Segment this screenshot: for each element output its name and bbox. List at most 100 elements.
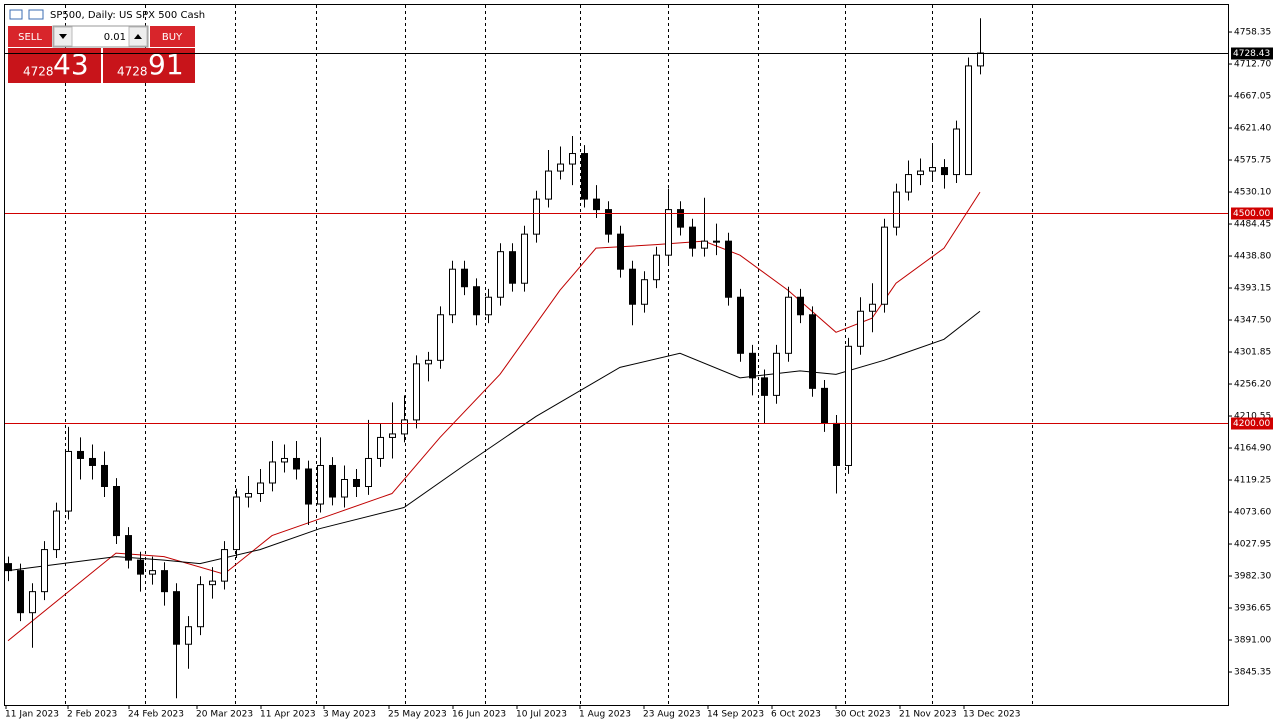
y-tick-label: 4575.75 <box>1234 156 1271 166</box>
x-tick-label: 16 Jun 2023 <box>452 710 506 720</box>
candle-body <box>677 209 684 228</box>
bid-main: 4728 <box>23 65 54 79</box>
x-tick-label: 2 Feb 2023 <box>67 710 117 720</box>
candle-body <box>605 209 612 235</box>
x-tick-label: 24 Feb 2023 <box>128 710 184 720</box>
candle-body <box>269 461 276 484</box>
level-label: 4500.00 <box>1233 209 1270 219</box>
candle-body <box>665 209 672 256</box>
candle-body <box>893 191 900 228</box>
x-tick-label: 20 Mar 2023 <box>196 710 253 720</box>
plot-frame <box>4 4 1229 706</box>
candle-body <box>89 457 96 466</box>
candle-body <box>569 153 576 165</box>
y-tick-label: 4073.60 <box>1234 508 1271 518</box>
candle-body <box>809 314 816 389</box>
candle-body <box>545 170 552 200</box>
candle-body <box>257 482 264 495</box>
x-tick-label: 3 May 2023 <box>323 710 376 720</box>
candle-body <box>317 464 324 505</box>
x-tick-label: 6 Oct 2023 <box>771 710 821 720</box>
up-arrow <box>134 34 142 39</box>
sell-button[interactable] <box>8 26 52 47</box>
y-tick-label: 4758.35 <box>1234 28 1271 38</box>
candle-body <box>521 233 528 284</box>
candle-body <box>965 65 972 176</box>
y-tick-label: 4256.20 <box>1234 380 1271 390</box>
candle-body <box>485 296 492 316</box>
y-tick-label: 3982.30 <box>1234 572 1271 582</box>
x-tick-label: 11 Apr 2023 <box>260 710 316 720</box>
candle-body <box>773 352 780 396</box>
candle-body <box>221 549 228 582</box>
candle-body <box>329 464 336 498</box>
candle-body <box>389 433 396 438</box>
x-tick-label: 14 Sep 2023 <box>707 710 764 720</box>
volume-input[interactable] <box>52 25 149 48</box>
candle-body <box>461 268 468 288</box>
candle-body <box>941 167 948 176</box>
y-tick-label: 4347.50 <box>1234 316 1271 326</box>
candle-body <box>953 128 960 176</box>
candle-body <box>293 457 300 470</box>
candle-body <box>629 268 636 305</box>
sell-label: SELL <box>18 32 42 43</box>
candle-body <box>905 174 912 193</box>
candle-body <box>725 240 732 298</box>
candle-body <box>137 559 144 575</box>
candle-body <box>125 535 132 561</box>
candle-body <box>65 450 72 512</box>
candle-body <box>29 591 36 614</box>
y-tick-label: 4164.90 <box>1234 444 1271 454</box>
candle-body <box>701 240 708 249</box>
y-tick-label: 4712.70 <box>1234 60 1271 70</box>
down-arrow <box>59 34 67 39</box>
candle-body <box>17 570 24 614</box>
y-tick-label: 4438.80 <box>1234 252 1271 262</box>
candle-body <box>497 251 504 298</box>
chart-icons <box>9 9 44 20</box>
buy-button[interactable] <box>150 26 195 47</box>
candle-body <box>785 296 792 354</box>
candle-body <box>845 345 852 466</box>
candle-body <box>857 310 864 347</box>
level-label: 4728.43 <box>1233 49 1270 59</box>
candle-body <box>113 486 120 537</box>
ask-pips: 91 <box>148 48 184 81</box>
level-label-bg <box>1231 207 1273 220</box>
candle-body <box>617 233 624 270</box>
x-tick-label: 1 Aug 2023 <box>579 710 631 720</box>
x-tick-label: 25 May 2023 <box>388 710 447 720</box>
y-tick-label: 4621.40 <box>1234 124 1271 134</box>
x-tick-label: 10 Jul 2023 <box>516 710 567 720</box>
candle-body <box>689 226 696 249</box>
candle-body <box>149 570 156 575</box>
y-tick-label: 4119.25 <box>1234 476 1271 486</box>
period-separators <box>65 5 1033 705</box>
level-label-bg <box>1231 47 1273 60</box>
candle-body <box>377 436 384 459</box>
candle-body <box>233 496 240 551</box>
candle-body <box>833 422 840 466</box>
level-label: 4200.00 <box>1233 419 1270 429</box>
x-tick-label: 30 Oct 2023 <box>835 710 891 720</box>
candle-body <box>341 478 348 498</box>
candle-body <box>245 493 252 498</box>
candle-body <box>161 570 168 593</box>
candle-body <box>821 387 828 424</box>
candle-body <box>305 468 312 505</box>
y-tick-label: 4210.55 <box>1234 412 1271 422</box>
y-tick-label: 4027.95 <box>1234 540 1271 550</box>
level-label-bg <box>1231 417 1273 430</box>
y-tick-label: 4393.15 <box>1234 284 1271 294</box>
candle-body <box>929 167 936 172</box>
candle-body <box>365 457 372 488</box>
candle-body <box>653 254 660 281</box>
x-tick-label: 23 Aug 2023 <box>643 710 701 720</box>
x-tick-label: 21 Nov 2023 <box>899 710 957 720</box>
candle-body <box>881 226 888 305</box>
candle-body <box>209 580 216 586</box>
y-tick-label: 4667.05 <box>1234 92 1271 102</box>
